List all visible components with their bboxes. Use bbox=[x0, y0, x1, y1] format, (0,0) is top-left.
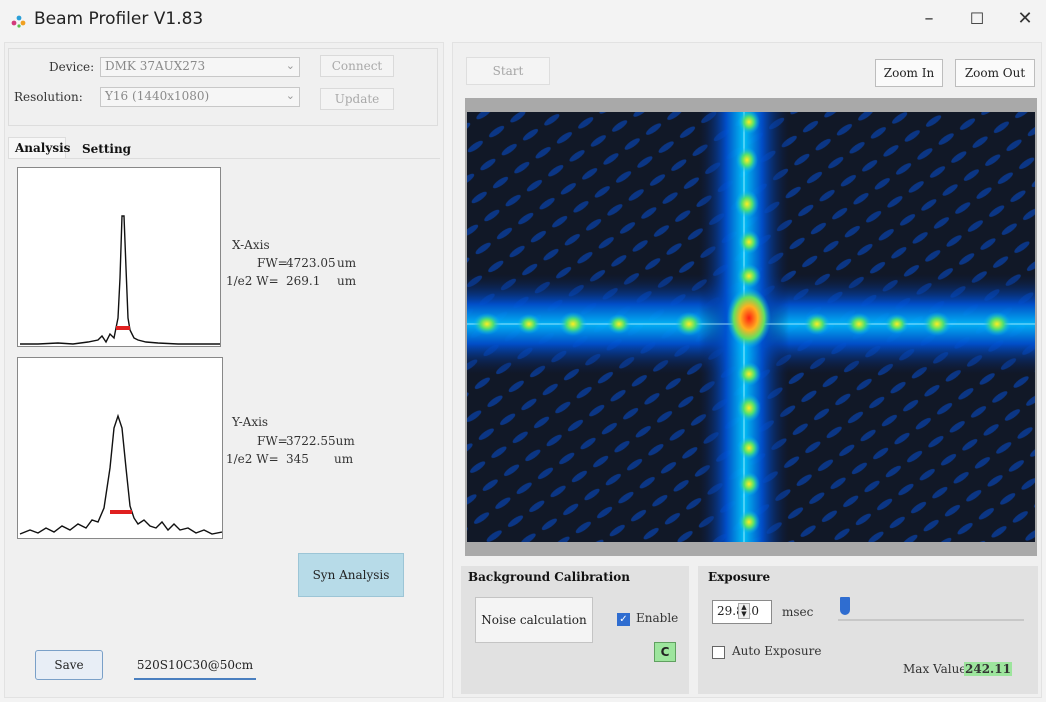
exposure-title: Exposure bbox=[708, 570, 771, 584]
filename-input[interactable]: 520S10C30@50cm bbox=[134, 650, 256, 680]
tab-analysis-label: Analysis bbox=[15, 141, 71, 155]
y-w-unit: um bbox=[334, 452, 354, 466]
c-button[interactable]: C bbox=[654, 642, 676, 662]
beam-center-hotspot bbox=[727, 288, 771, 348]
resolution-select-value: Y16 (1440x1080) bbox=[105, 89, 210, 103]
syn-analysis-button[interactable]: Syn Analysis bbox=[298, 553, 404, 597]
resolution-label: Resolution: bbox=[14, 90, 83, 104]
x-profile-curve bbox=[20, 215, 220, 345]
y-profile-curve bbox=[19, 413, 222, 535]
start-button[interactable]: Start bbox=[466, 57, 550, 85]
exposure-unit: msec bbox=[782, 605, 814, 619]
auto-exposure-label: Auto Exposure bbox=[732, 644, 822, 658]
chevron-down-icon: ⌄ bbox=[285, 59, 295, 72]
close-button[interactable]: ✕ bbox=[1017, 8, 1033, 29]
horizontal-spots bbox=[473, 312, 1011, 336]
x-profile-plot bbox=[17, 167, 221, 347]
tab-setting-label: Setting bbox=[82, 142, 132, 156]
x-axis-title: X-Axis bbox=[232, 238, 270, 252]
y-axis-title: Y-Axis bbox=[232, 415, 269, 429]
x-fw-unit: um bbox=[337, 256, 357, 270]
background-calibration-title: Background Calibration bbox=[468, 570, 631, 584]
beam-dots-icon bbox=[11, 15, 26, 28]
maximize-button[interactable]: ☐ bbox=[969, 9, 985, 28]
tab-analysis[interactable]: Analysis bbox=[8, 137, 70, 159]
x-w-label: 1/e2 W= bbox=[226, 274, 279, 288]
vertical-spots bbox=[735, 112, 761, 534]
y-fw-label: FW= bbox=[257, 434, 288, 448]
y-profile-plot bbox=[17, 357, 223, 539]
exposure-slider-thumb[interactable] bbox=[839, 597, 850, 615]
x-w-value: 269.1 bbox=[286, 274, 321, 288]
zoom-out-button[interactable]: Zoom Out bbox=[955, 59, 1035, 87]
y-w-label: 1/e2 W= bbox=[226, 452, 279, 466]
y-fw-value: 3722.55um bbox=[286, 434, 355, 448]
beam-image[interactable] bbox=[467, 112, 1035, 542]
window-title: Beam Profiler V1.83 bbox=[34, 9, 204, 29]
max-value: 242.11 bbox=[964, 662, 1012, 676]
x-fw-value: 4723.05 bbox=[286, 256, 336, 270]
tab-setting[interactable]: Setting bbox=[76, 137, 140, 159]
enable-label: Enable bbox=[636, 611, 679, 625]
noise-calculation-button[interactable]: Noise calculation bbox=[475, 597, 593, 643]
minimize-button[interactable]: – bbox=[924, 8, 934, 29]
enable-checkbox[interactable]: ✓ bbox=[617, 613, 630, 626]
auto-exposure-checkbox[interactable] bbox=[712, 646, 725, 659]
x-w-unit: um bbox=[337, 274, 357, 288]
update-button[interactable]: Update bbox=[320, 88, 394, 110]
y-w-value: 345 bbox=[286, 452, 309, 466]
zoom-in-button[interactable]: Zoom In bbox=[875, 59, 943, 87]
save-button[interactable]: Save bbox=[35, 650, 103, 680]
max-value-label: Max Value: bbox=[903, 662, 971, 676]
tab-divider bbox=[8, 158, 440, 159]
resolution-select[interactable]: Y16 (1440x1080) ⌄ bbox=[100, 87, 300, 107]
chevron-down-icon: ⌄ bbox=[285, 89, 295, 102]
exposure-slider-track[interactable] bbox=[838, 619, 1024, 621]
connect-button[interactable]: Connect bbox=[320, 55, 394, 77]
device-select[interactable]: DMK 37AUX273 ⌄ bbox=[100, 57, 300, 77]
device-label: Device: bbox=[49, 60, 95, 74]
title-bar bbox=[0, 0, 1046, 40]
device-select-value: DMK 37AUX273 bbox=[105, 59, 206, 73]
up-down-arrows-icon[interactable]: ▲ ▼ bbox=[738, 603, 750, 619]
x-fw-label: FW= bbox=[257, 256, 288, 270]
